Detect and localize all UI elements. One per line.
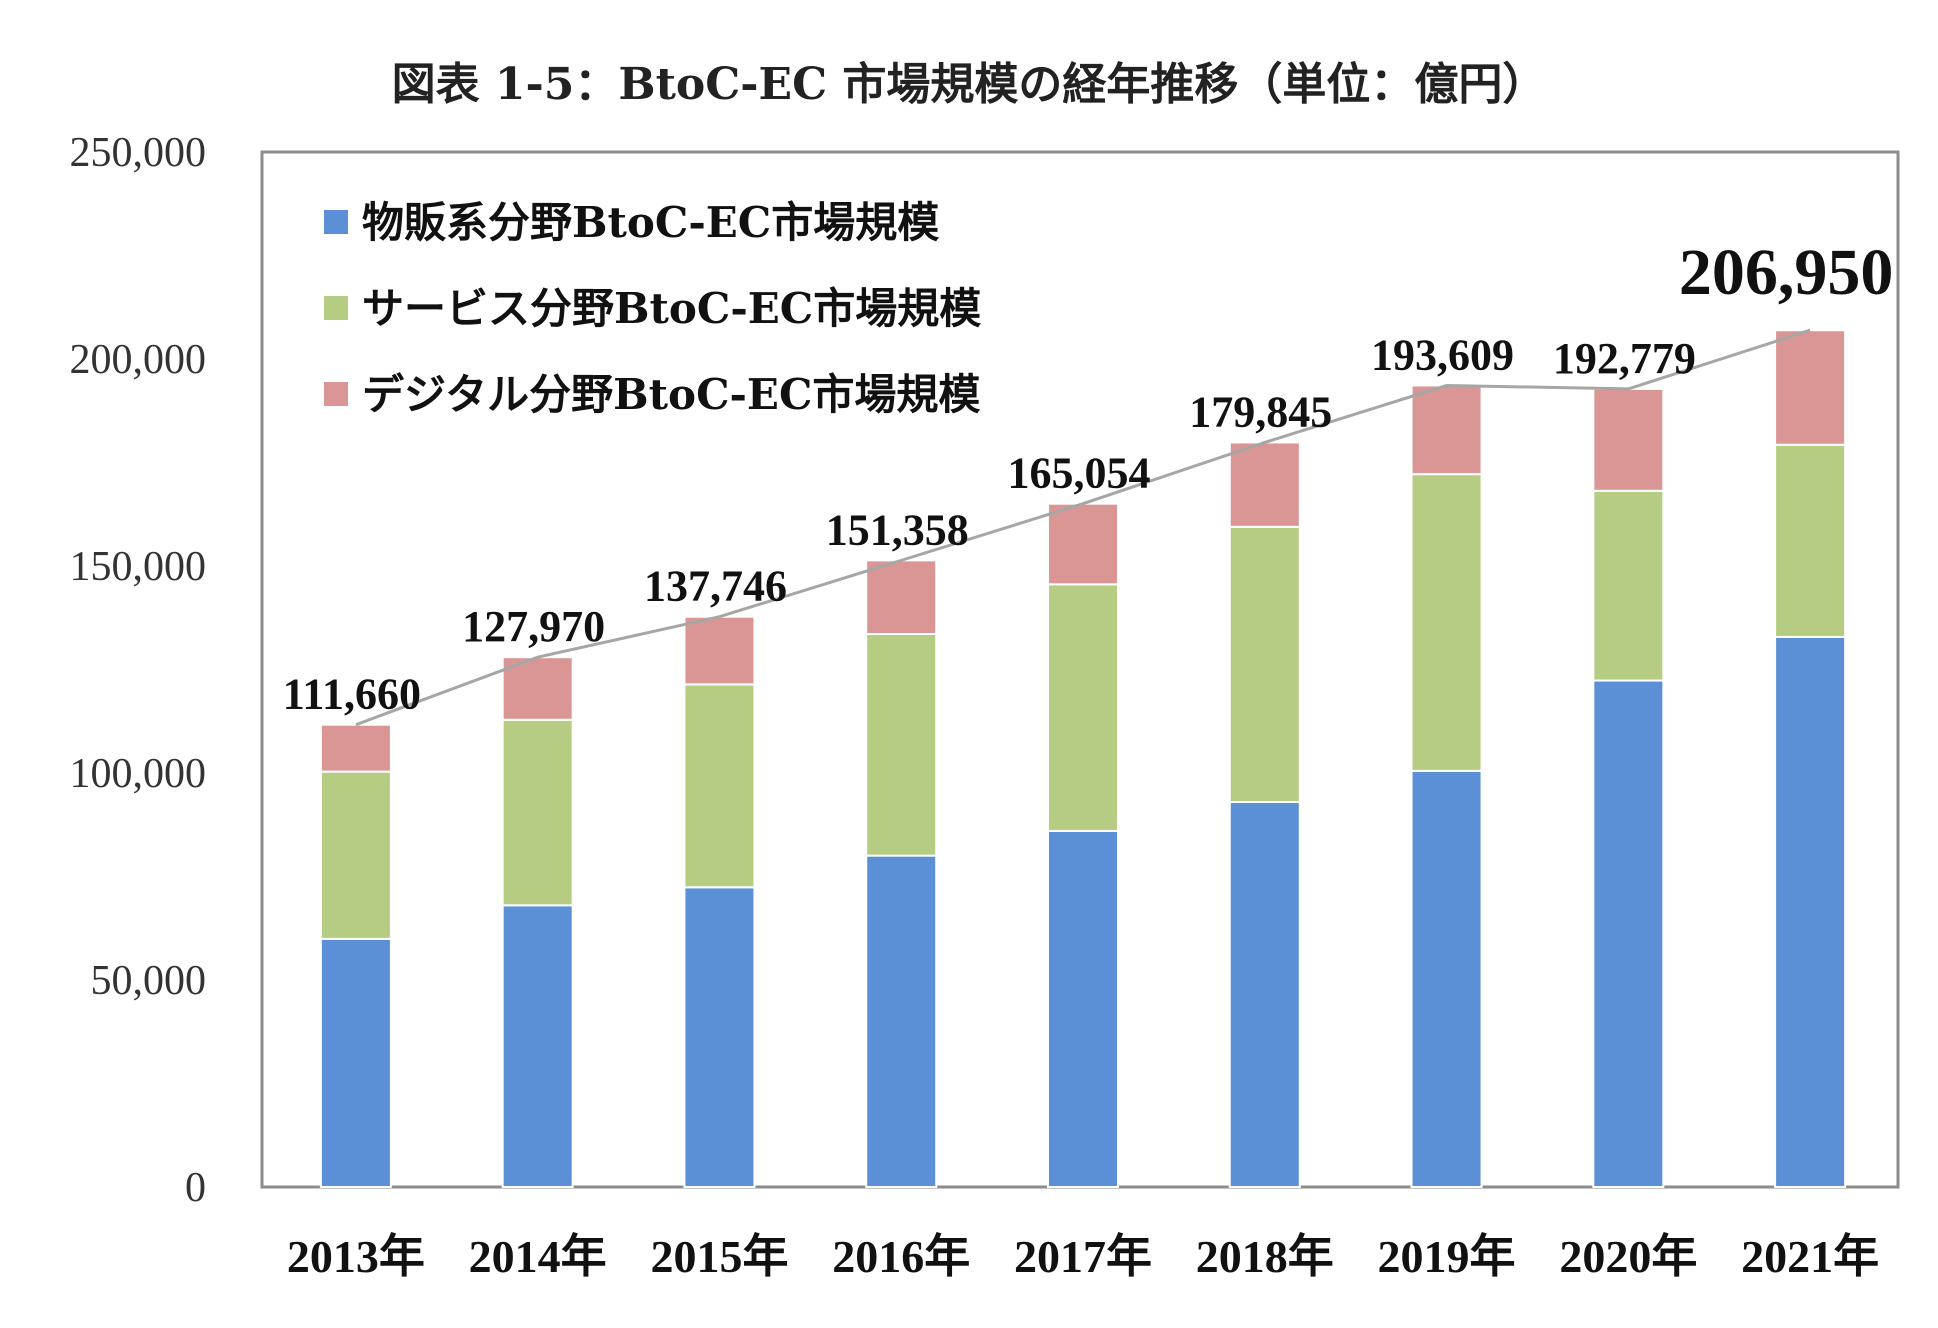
- bar-segment: [1592, 489, 1665, 682]
- bar-segment: [1047, 502, 1119, 586]
- x-axis-tick-labels: 2013年 2014年 2015年 2016年 2017年 2018年 2019年 2020年…: [287, 1231, 1879, 1282]
- bar-segment: [1410, 384, 1483, 476]
- x-tick-label: 2018年: [1196, 1231, 1334, 1282]
- bar-segment: [501, 718, 574, 907]
- bar-segment: [1592, 387, 1665, 492]
- legend-label: サービス分野BtoC-EC市場規模: [362, 284, 981, 333]
- legend-swatch: [324, 296, 348, 320]
- x-tick-label: 2013年: [287, 1231, 425, 1282]
- bar-segment: [865, 854, 938, 1189]
- bar-segment: [1410, 473, 1483, 772]
- legend-swatch: [324, 210, 348, 234]
- total-label: 127,970: [462, 602, 605, 651]
- total-label: 137,746: [644, 562, 787, 611]
- bar-segment: [683, 886, 756, 1188]
- total-labels: 111,660 127,970 137,746 151,358 165,054 179,8…: [283, 236, 1894, 719]
- legend: 物販系分野BtoC-EC市場規模サービス分野BtoC-EC市場規模デジタル分野B…: [324, 198, 981, 419]
- x-tick-label: 2017年: [1014, 1231, 1152, 1282]
- x-tick-label: 2019年: [1378, 1231, 1516, 1282]
- total-label: 192,779: [1553, 334, 1696, 383]
- bar-segment: [1228, 441, 1301, 528]
- chart-title: 図表 1-5：BtoC-EC 市場規模の経年推移（単位：億円）: [391, 59, 1547, 110]
- bar-segment: [683, 615, 756, 686]
- total-label: 206,950: [1679, 236, 1894, 309]
- total-label: 179,845: [1189, 387, 1332, 436]
- bar-segment: [319, 770, 392, 940]
- y-tick-label: 0: [185, 1165, 206, 1211]
- bar-segment: [683, 683, 756, 889]
- bar-segment: [501, 656, 574, 721]
- bar-segment: [319, 723, 392, 773]
- legend-swatch: [324, 382, 348, 406]
- bar-segment: [1774, 635, 1847, 1188]
- bar-segment: [865, 632, 938, 857]
- bar-segment: [1774, 329, 1847, 446]
- bar-segment: [1047, 829, 1119, 1188]
- legend-label: デジタル分野BtoC-EC市場規模: [362, 370, 980, 419]
- y-tick-label: 100,000: [70, 751, 207, 797]
- bar-segment: [1410, 769, 1483, 1189]
- bar-segment: [501, 904, 574, 1189]
- bars: [319, 329, 1847, 1189]
- y-tick-label: 50,000: [91, 958, 207, 1004]
- x-tick-label: 2020年: [1559, 1231, 1697, 1282]
- y-tick-label: 250,000: [70, 130, 207, 176]
- legend-label: 物販系分野BtoC-EC市場規模: [362, 198, 939, 247]
- bar-segment: [1047, 583, 1119, 832]
- x-tick-label: 2021年: [1741, 1231, 1879, 1282]
- bar-segment: [1592, 679, 1665, 1188]
- y-tick-label: 200,000: [70, 337, 207, 383]
- x-tick-label: 2016年: [832, 1231, 970, 1282]
- y-tick-label: 150,000: [70, 544, 207, 590]
- x-tick-label: 2015年: [650, 1231, 788, 1282]
- x-tick-label: 2014年: [469, 1231, 607, 1282]
- y-axis-tick-labels: 0 50,000 100,000 150,000 200,000 250,000: [70, 130, 207, 1211]
- total-trend-line: [355, 328, 1811, 727]
- total-label: 165,054: [1008, 449, 1151, 498]
- bar-segment: [1228, 525, 1301, 804]
- total-label: 151,358: [826, 505, 969, 554]
- bar-segment: [319, 937, 392, 1189]
- total-label: 111,660: [283, 670, 421, 719]
- bar-segment: [1228, 801, 1301, 1188]
- bar-segment: [865, 559, 938, 635]
- bar-segment: [1774, 443, 1847, 638]
- total-label: 193,609: [1371, 330, 1514, 379]
